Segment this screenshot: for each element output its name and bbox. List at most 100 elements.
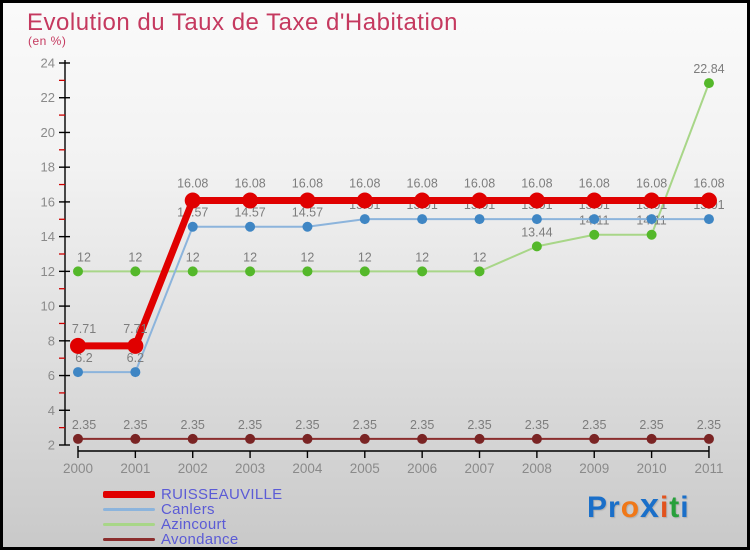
value-label-ruisseauville: 16.08 xyxy=(234,177,265,191)
data-point-avondance xyxy=(359,433,370,444)
chart-title: Evolution du Taux de Taxe d'Habitation xyxy=(27,9,458,36)
data-point-azincourt xyxy=(73,266,83,277)
y-tick-label: 24 xyxy=(41,56,55,71)
value-label-avondance: 2.35 xyxy=(238,418,262,432)
data-point-azincourt xyxy=(130,266,141,277)
value-label-avondance: 2.35 xyxy=(582,418,606,432)
y-tick-label: 6 xyxy=(48,368,55,383)
value-label-canlers: 6.2 xyxy=(127,351,144,365)
data-point-azincourt xyxy=(474,266,485,277)
value-label-ruisseauville: 16.08 xyxy=(521,177,552,191)
data-point-canlers xyxy=(703,214,714,225)
data-point-avondance xyxy=(646,433,657,444)
data-point-canlers xyxy=(531,214,542,225)
x-tick-label: 2001 xyxy=(120,461,150,476)
x-tick-label: 2002 xyxy=(178,461,208,476)
x-tick-label: 2003 xyxy=(235,461,265,476)
value-label-ruisseauville: 7.71 xyxy=(123,322,147,336)
data-point-azincourt xyxy=(646,229,657,240)
data-point-canlers xyxy=(302,221,313,232)
value-label-avondance: 2.35 xyxy=(353,418,377,432)
y-tick-label: 12 xyxy=(41,264,55,279)
value-label-azincourt: 12 xyxy=(186,250,200,264)
data-point-ruisseauville xyxy=(242,192,259,209)
legend-swatch-ruisseauville xyxy=(103,491,155,498)
data-point-azincourt xyxy=(359,266,370,277)
legend-item-avondance: Avondance xyxy=(103,532,282,547)
legend-swatch-avondance xyxy=(103,538,155,541)
data-point-azincourt xyxy=(703,78,714,89)
data-point-azincourt xyxy=(302,266,313,277)
x-tick-label: 2010 xyxy=(637,461,667,476)
data-point-ruisseauville xyxy=(356,192,373,209)
data-point-azincourt xyxy=(589,229,600,240)
data-point-avondance xyxy=(73,433,83,444)
x-tick-label: 2000 xyxy=(63,461,93,476)
x-tick-label: 2009 xyxy=(579,461,609,476)
value-label-azincourt: 13.44 xyxy=(521,225,552,239)
value-label-ruisseauville: 16.08 xyxy=(693,177,724,191)
x-tick-label: 2007 xyxy=(464,461,494,476)
x-tick-label: 2006 xyxy=(407,461,437,476)
y-tick-label: 8 xyxy=(48,333,55,348)
value-label-azincourt: 12 xyxy=(128,250,142,264)
x-tick-label: 2008 xyxy=(522,461,552,476)
data-point-ruisseauville xyxy=(414,192,431,209)
logo-letter: t xyxy=(669,491,681,524)
chart-subtitle: (en %) xyxy=(28,34,67,48)
value-label-ruisseauville: 7.71 xyxy=(72,322,96,336)
series-line-canlers xyxy=(77,218,710,374)
logo-letter: P xyxy=(587,491,609,524)
data-point-ruisseauville xyxy=(586,192,603,209)
x-tick-label: 2005 xyxy=(350,461,380,476)
data-point-avondance xyxy=(302,433,313,444)
value-label-azincourt: 12 xyxy=(243,250,257,264)
legend-item-ruisseauville: RUISSEAUVILLE xyxy=(103,487,282,502)
data-point-canlers xyxy=(187,221,198,232)
data-point-ruisseauville xyxy=(184,192,201,209)
logo-letter: i xyxy=(659,491,670,524)
data-point-canlers xyxy=(359,214,370,225)
data-point-ruisseauville xyxy=(471,192,488,209)
value-label-azincourt: 22.84 xyxy=(693,62,724,76)
data-point-azincourt xyxy=(187,266,198,277)
value-label-avondance: 2.35 xyxy=(467,418,491,432)
legend-item-canlers: Canlers xyxy=(103,502,282,517)
value-label-avondance: 2.35 xyxy=(295,418,319,432)
legend-label: Canlers xyxy=(161,501,215,518)
logo-letter: x xyxy=(640,487,660,525)
data-point-avondance xyxy=(130,433,141,444)
data-point-avondance xyxy=(531,433,542,444)
data-point-avondance xyxy=(474,433,485,444)
y-tick-label: 14 xyxy=(41,229,55,244)
data-point-ruisseauville xyxy=(528,192,545,209)
series-line-azincourt xyxy=(77,82,710,273)
value-label-ruisseauville: 16.08 xyxy=(464,177,495,191)
legend-item-azincourt: Azincourt xyxy=(103,517,282,532)
legend-label: RUISSEAUVILLE xyxy=(161,486,283,503)
data-point-canlers xyxy=(417,214,428,225)
data-point-canlers xyxy=(646,214,657,225)
value-label-canlers: 6.2 xyxy=(75,351,92,365)
value-label-azincourt: 12 xyxy=(300,250,314,264)
y-tick-label: 18 xyxy=(41,160,55,175)
y-tick-label: 4 xyxy=(48,403,55,418)
data-point-canlers xyxy=(130,367,141,378)
x-tick-label: 2011 xyxy=(694,461,723,476)
data-point-azincourt xyxy=(417,266,428,277)
data-point-ruisseauville xyxy=(643,192,660,209)
value-label-ruisseauville: 16.08 xyxy=(292,177,323,191)
data-point-avondance xyxy=(187,433,198,444)
legend-swatch-canlers xyxy=(103,508,155,511)
chart-legend: RUISSEAUVILLE Canlers Azincourt Avondance xyxy=(103,487,282,547)
y-tick-label: 16 xyxy=(41,194,55,209)
data-point-ruisseauville xyxy=(70,337,86,354)
value-label-avondance: 2.35 xyxy=(181,418,205,432)
data-point-azincourt xyxy=(531,241,542,252)
value-label-avondance: 2.35 xyxy=(525,418,549,432)
value-label-avondance: 2.35 xyxy=(123,418,147,432)
value-label-avondance: 2.35 xyxy=(697,418,721,432)
value-label-azincourt: 12 xyxy=(77,250,91,264)
logo-letter: o xyxy=(620,491,641,524)
